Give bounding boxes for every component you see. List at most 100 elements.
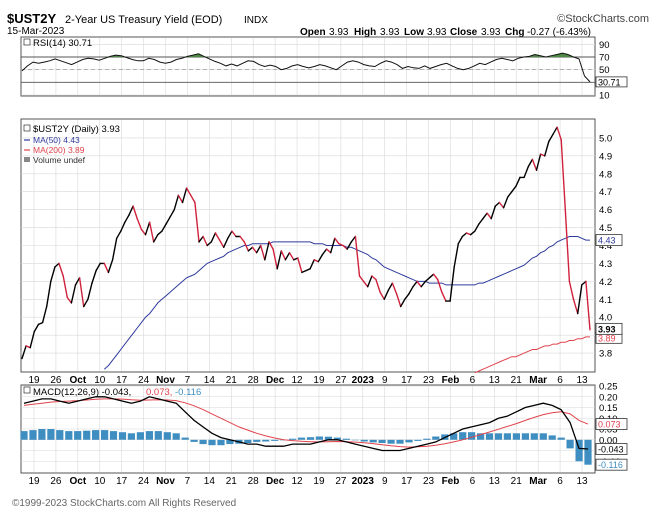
price-segment [539,153,546,157]
price-segment [342,244,348,250]
macd-histogram-bar [253,439,261,442]
macd-last-value-tag: 0.073 [595,418,628,430]
svg-text:-0.043: -0.043 [598,444,624,454]
price-segment [260,244,266,261]
macd-histogram-bar [521,433,529,440]
price-ytick-label: 4.9 [599,151,612,162]
price-segment [346,241,352,250]
macd-histogram-bar [369,439,377,443]
macd-histogram-bar [459,432,467,440]
price-xtick-label: 17 [401,375,413,386]
rsi-layer [21,52,595,83]
price-segment [317,253,324,263]
symbol-title: $UST2Y [7,11,56,26]
price-segment [441,291,447,302]
macd-xtick-label: 6 [470,476,476,487]
price-segment [383,289,389,300]
price-segment [354,235,361,277]
macd-xtick-label: 24 [138,476,150,487]
svg-text:4.43: 4.43 [598,236,616,246]
price-ytick-label: 4.0 [599,313,612,324]
price-segment [416,280,422,288]
rsi-overbought-fill [22,53,590,57]
macd-histogram-bar [450,433,458,440]
price-segment [387,282,394,291]
price-segment [132,205,138,220]
price-xtick-label: 28 [248,375,260,386]
price-segment [585,280,591,331]
price-segment [577,284,583,315]
price-segment [190,194,196,204]
rsi-last-value-tag: 30.71 [595,76,628,87]
price-ytick-label: 4.1 [599,295,612,306]
price-segment [181,187,188,204]
macd-histogram-bar [548,435,556,440]
macd-xtick-label: Nov [156,476,175,487]
price-segment [297,257,303,274]
price-legend-ma200: MA(200) 3.89 [33,145,85,155]
macd-xtick-label: Mar [529,476,547,487]
price-segment [25,345,31,349]
price-segment [276,250,282,270]
low-label: Low [404,27,424,38]
macd-legend-signal: 0.073, [146,387,172,398]
price-segment [478,217,484,225]
price-segment [111,237,118,261]
macd-histogram-bar [208,439,216,446]
brand-label: ©StockCharts.com [557,13,649,25]
price-segment [507,190,513,198]
price-segment [482,212,488,220]
chart-date: 15-Mar-2023 [7,26,65,37]
price-segment [222,237,229,249]
price-segment [194,201,200,243]
price-segment [338,242,344,247]
price-segment [494,201,501,207]
macd-histogram-bar [378,439,386,443]
macd-xtick-label: 10 [94,476,106,487]
price-xtick-label: Mar [529,375,547,386]
price-segment [432,273,439,281]
macd-ytick-label: 0.20 [599,392,618,403]
price-segment [309,259,315,270]
price-xtick-label: 2023 [352,375,375,386]
price-segment [461,232,468,238]
price-segment [375,278,381,293]
macd-xtick-label: Dec [266,476,285,487]
macd-legend: MACD(12,26,9) -0.043, 0.073, -0.116 [23,386,201,398]
rsi-last-value: 30.71 [598,77,621,87]
price-segment [330,237,336,254]
macd-xtick-label: 6 [557,476,563,487]
price-segment [272,248,278,270]
price-xtick-label: 12 [291,375,303,386]
macd-histogram-bar [83,430,91,440]
macd-histogram-bar [530,433,538,440]
price-segment [449,266,455,302]
macd-histogram-bar [315,436,323,440]
price-segment [400,298,406,308]
price-ytick-label: 4.8 [599,169,612,180]
price-xtick-label: Oct [70,375,87,386]
macd-histogram-bar [584,439,592,465]
price-segment [535,153,542,171]
price-layer [21,126,591,374]
price-segment [206,241,213,247]
price-segment [91,269,97,284]
macd-histogram-bar [405,439,413,443]
svg-text:0.073: 0.073 [598,420,621,430]
price-segment [581,280,587,286]
price-segment [457,235,464,245]
price-legend-ma50: MA(50) 4.43 [33,135,80,145]
macd-xtick-label: 2023 [352,476,375,487]
macd-histogram-bar [512,433,520,440]
price-segment [321,248,328,256]
price-segment [54,262,60,268]
price-segment [227,230,233,240]
price-xtick-label: 13 [576,375,588,386]
price-segment [560,138,566,211]
price-segment [185,187,192,197]
svg-text:3.89: 3.89 [598,333,616,343]
macd-histogram-bar [136,432,144,440]
macd-histogram-bar [297,437,306,440]
price-segment [568,280,575,300]
